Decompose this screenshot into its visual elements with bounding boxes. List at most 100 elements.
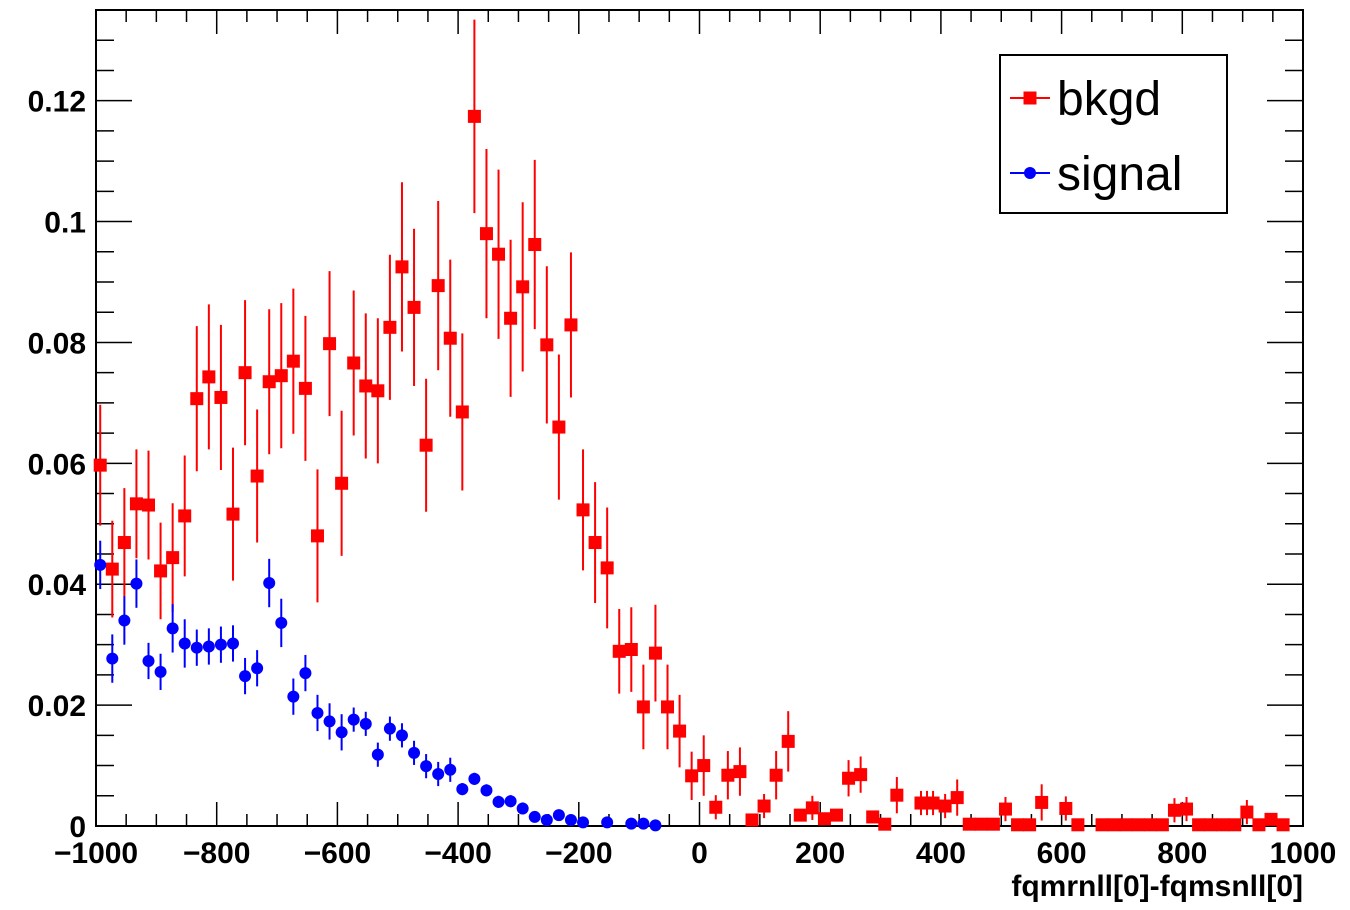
bkgd-point [455, 405, 469, 419]
signal-point [275, 616, 288, 629]
signal-point [118, 614, 131, 627]
signal-point [214, 638, 227, 651]
legend-label-signal: signal [1057, 148, 1182, 201]
bkgd-point [407, 300, 421, 314]
bkgd-point [1216, 818, 1230, 832]
signal-point [142, 654, 155, 667]
signal-point [408, 746, 421, 759]
bkgd-point [335, 476, 349, 490]
signal-point [202, 640, 215, 653]
signal-point [106, 652, 119, 665]
bkgd-point [154, 564, 168, 578]
signal-point [516, 802, 529, 815]
bkgd-point [648, 646, 662, 660]
bkgd-point [286, 354, 300, 368]
bkgd-point [504, 311, 518, 325]
bkgd-point [661, 700, 675, 714]
bkgd-point [974, 817, 988, 831]
signal-point [335, 726, 348, 739]
signal-point [637, 817, 650, 830]
bkgd-point [1131, 818, 1145, 832]
bkgd-point [745, 813, 759, 827]
bkgd-point [1155, 818, 1169, 832]
legend-box [999, 54, 1228, 214]
x-tick-label: 200 [795, 837, 845, 870]
signal-point [94, 558, 107, 571]
y-tick-label: 0.12 [28, 86, 86, 119]
bkgd-point [721, 768, 735, 782]
bkgd-point [202, 370, 216, 384]
signal-point [239, 670, 252, 683]
signal-point [130, 577, 143, 590]
bkgd-point [1252, 818, 1266, 832]
bkgd-point [395, 260, 409, 274]
bkgd-point [1107, 818, 1121, 832]
bkgd-point [1095, 818, 1109, 832]
bkgd-point [274, 369, 288, 383]
bkgd-point [612, 644, 626, 658]
bkgd-point [214, 390, 228, 404]
bkgd-point [516, 280, 530, 294]
bkgd-point [467, 109, 481, 123]
bkgd-point [781, 734, 795, 748]
y-tick-label: 0.1 [44, 207, 86, 240]
bkgd-point [709, 800, 723, 814]
bkgd-point [250, 469, 264, 483]
signal-point [166, 622, 179, 635]
legend-marker-bkgd [1023, 91, 1037, 105]
signal-point [251, 662, 264, 675]
signal-point [649, 819, 662, 832]
legend: bkgd signal [999, 54, 1228, 214]
bkgd-point [93, 458, 107, 472]
signal-point [601, 816, 614, 829]
x-tick-label: 800 [1157, 837, 1207, 870]
signal-point [178, 637, 191, 650]
bkgd-point [938, 799, 952, 813]
signal-point [432, 768, 445, 781]
signal-point [371, 748, 384, 761]
bkgd-point [310, 529, 324, 543]
bkgd-point [190, 392, 204, 406]
signal-point [263, 577, 276, 590]
bkgd-point [890, 788, 904, 802]
bkgd-point [1192, 818, 1206, 832]
series-bkgd [93, 19, 1290, 832]
legend-marker-signal [1024, 167, 1036, 179]
bkgd-point [854, 768, 868, 782]
bkgd-point [105, 562, 119, 576]
y-tick-label: 0.08 [28, 327, 86, 360]
series-signal [94, 540, 662, 832]
signal-point [540, 813, 553, 826]
signal-point [190, 641, 203, 654]
bkgd-point [323, 337, 337, 351]
x-tick-label: −200 [545, 837, 613, 870]
bkgd-point [926, 796, 940, 810]
signal-point [359, 717, 372, 730]
signal-point [347, 713, 360, 726]
bkgd-point [564, 318, 578, 332]
x-tick-label: −400 [424, 837, 492, 870]
bkgd-point [793, 808, 807, 822]
bkgd-point [178, 509, 192, 523]
bkgd-point [829, 808, 843, 822]
signal-point [226, 637, 239, 650]
bkgd-point [166, 551, 180, 565]
y-tick-label: 0.06 [28, 448, 86, 481]
bkgd-point [1035, 795, 1049, 809]
bkgd-point [1143, 818, 1157, 832]
signal-point [299, 667, 312, 680]
legend-items: bkgd signal [1010, 73, 1182, 201]
bkgd-point [733, 765, 747, 779]
bkgd-point [540, 338, 554, 352]
bkgd-point [624, 643, 638, 657]
bkgd-point [636, 700, 650, 714]
signal-point [577, 816, 590, 829]
signal-point [552, 809, 565, 822]
signal-point [480, 784, 493, 797]
signal-point [625, 817, 638, 830]
bkgd-point [1059, 801, 1073, 815]
x-tick-labels: −1000 −800 −600 −400 −200 0 200 400 600 800 1000 [54, 837, 1337, 870]
bkgd-point [866, 810, 880, 824]
signal-point [564, 813, 577, 826]
